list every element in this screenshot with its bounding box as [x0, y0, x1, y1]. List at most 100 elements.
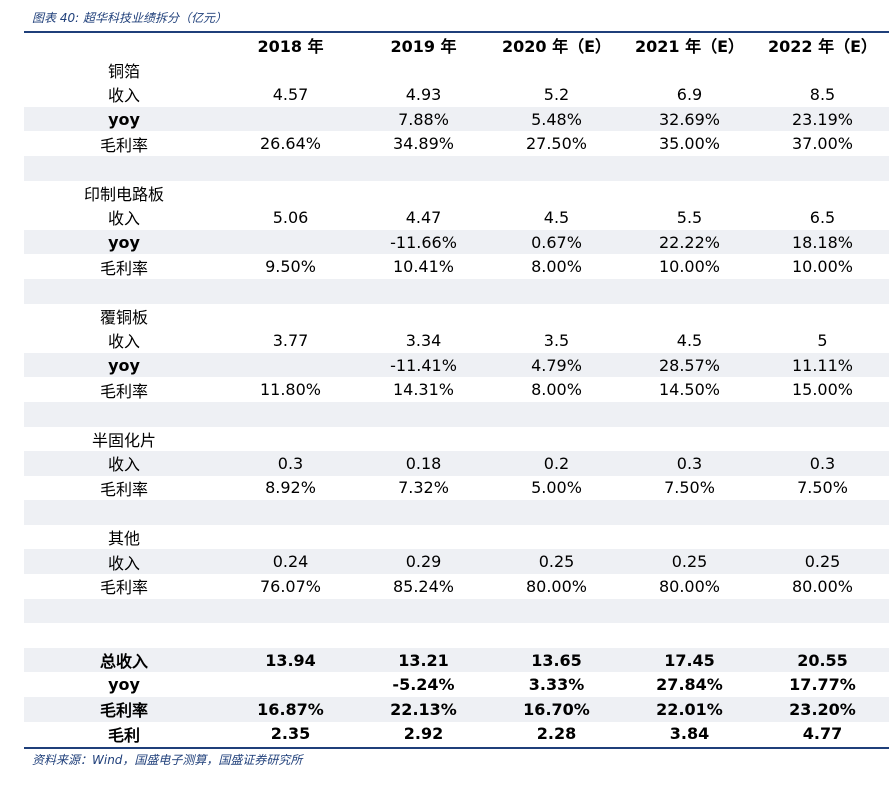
- table-cell: 10.00%: [658, 257, 720, 277]
- row-label: 收入: [107, 209, 140, 229]
- row-label: 毛利率: [99, 479, 148, 499]
- table-cell: 5.5: [676, 207, 703, 227]
- table-cell: 13.65: [531, 650, 582, 670]
- table-cell: 0.3: [277, 453, 304, 473]
- table-row: 收入 0.3 0.18 0.2 0.3 0.3: [24, 451, 889, 476]
- table-row: [24, 598, 889, 624]
- table-cell: 14.50%: [658, 380, 720, 400]
- row-label: 半固化片: [91, 430, 156, 450]
- table-cell: 80.00%: [791, 576, 853, 596]
- table-cell: 3.34: [405, 330, 442, 350]
- table-cell: 3.84: [669, 724, 710, 744]
- table-cell: 0.24: [272, 552, 309, 572]
- row-label: 收入: [107, 553, 140, 573]
- table-cell: 4.5: [543, 207, 570, 227]
- table-row: [24, 278, 889, 304]
- table-cell: 7.50%: [664, 478, 715, 498]
- row-label: yoy: [108, 232, 140, 252]
- table-cell: -5.24%: [392, 675, 455, 695]
- table-cell: 15.00%: [791, 380, 853, 400]
- table-row: 毛利率 8.92% 7.32% 5.00% 7.50% 7.50%: [24, 476, 889, 501]
- table-cell: 0.25: [671, 552, 708, 572]
- table-cell: 34.89%: [392, 134, 454, 154]
- table-cell: 2.92: [403, 724, 444, 744]
- table-row: 毛利 2.35 2.92 2.28 3.84 4.77: [24, 722, 889, 747]
- table-cell: 8.92%: [265, 478, 316, 498]
- table-cell: 16.87%: [257, 699, 324, 719]
- table-cell: -11.41%: [390, 355, 457, 375]
- table-cell: 85.24%: [392, 576, 454, 596]
- row-label: yoy: [108, 109, 140, 129]
- table-cell: 27.84%: [656, 675, 723, 695]
- row-label: 毛利: [107, 725, 140, 745]
- table-row: 覆铜板: [24, 304, 889, 329]
- table-row: 毛利率 11.80% 14.31% 8.00% 14.50% 15.00%: [24, 377, 889, 402]
- table-cell: 4.77: [802, 724, 843, 744]
- row-label: 其他: [107, 529, 140, 549]
- table-row: 半固化片: [24, 427, 889, 452]
- table-cell: 10.41%: [392, 257, 454, 277]
- table-row: 总收入 13.94 13.21 13.65 17.45 20.55: [24, 647, 889, 673]
- table-body: 铜箔 收入 4.57 4.93 5.2 6.9 8.5 yoy 7.88% 5.48% 32.69%…: [24, 58, 889, 747]
- table-cell: 28.57%: [658, 355, 720, 375]
- table-cell: 23.19%: [791, 109, 853, 129]
- table-cell: 22.01%: [656, 699, 723, 719]
- table-cell: 18.18%: [791, 232, 853, 252]
- top-rule: [24, 31, 889, 33]
- table-cell: 5: [817, 330, 828, 350]
- table-cell: 26.64%: [259, 134, 321, 154]
- row-label: 毛利率: [99, 258, 148, 278]
- row-label: 收入: [107, 455, 140, 475]
- table-cell: 4.93: [405, 84, 442, 104]
- table-cell: 4.57: [272, 84, 309, 104]
- table-row: 毛利率 76.07% 85.24% 80.00% 80.00% 80.00%: [24, 574, 889, 599]
- table-row: yoy 7.88% 5.48% 32.69% 23.19%: [24, 106, 889, 132]
- row-label: yoy: [108, 355, 140, 375]
- table-cell: 8.00%: [531, 257, 582, 277]
- table-cell: 22.13%: [390, 699, 457, 719]
- row-label: 印制电路板: [83, 184, 164, 204]
- table-cell: 2.28: [536, 724, 577, 744]
- table-row: 毛利率 16.87% 22.13% 16.70% 22.01% 23.20%: [24, 697, 889, 722]
- table-cell: 3.77: [272, 330, 309, 350]
- table-cell: 7.88%: [398, 109, 449, 129]
- table-header-row: 2018 年 2019 年 2020 年（E） 2021 年（E） 2022 年…: [24, 33, 889, 58]
- row-label: 收入: [107, 86, 140, 106]
- table-row: 收入 0.24 0.29 0.25 0.25 0.25: [24, 549, 889, 575]
- source-note: 资料来源：Wind，国盛电子测算，国盛证券研究所: [32, 753, 303, 767]
- row-label: 毛利率: [99, 381, 148, 401]
- table-row: yoy -5.24% 3.33% 27.84% 17.77%: [24, 672, 889, 697]
- table-row: yoy -11.41% 4.79% 28.57% 11.11%: [24, 352, 889, 378]
- table-cell: 80.00%: [525, 576, 587, 596]
- table-cell: 4.47: [405, 207, 442, 227]
- table-cell: 3.5: [543, 330, 570, 350]
- segment-table: 2018 年 2019 年 2020 年（E） 2021 年（E） 2022 年…: [24, 33, 889, 746]
- table-cell: 0.25: [804, 552, 841, 572]
- table-row: 毛利率 26.64% 34.89% 27.50% 35.00% 37.00%: [24, 131, 889, 156]
- table-cell: 7.50%: [797, 478, 848, 498]
- table-cell: 0.3: [676, 453, 703, 473]
- table-cell: 17.77%: [789, 675, 856, 695]
- table-cell: 2.35: [270, 724, 311, 744]
- table-cell: 11.11%: [791, 355, 853, 375]
- table-row: 收入 5.06 4.47 4.5 5.5 6.5: [24, 205, 889, 230]
- header-cell-2019: 2019 年: [390, 37, 457, 57]
- table-row: [24, 623, 889, 648]
- table-cell: 0.67%: [531, 232, 582, 252]
- table-cell: 76.07%: [259, 576, 321, 596]
- table-cell: 17.45: [664, 650, 715, 670]
- header-cell-2022e: 2022 年（E）: [767, 37, 878, 57]
- table-cell: 16.70%: [523, 699, 590, 719]
- table-row: [24, 155, 889, 181]
- header-cell-2018: 2018 年: [257, 37, 324, 57]
- table-cell: 23.20%: [789, 699, 856, 719]
- header-cell-2021e: 2021 年（E）: [634, 37, 745, 57]
- table-row: 印制电路板: [24, 181, 889, 206]
- table-row: 其他: [24, 525, 889, 550]
- row-label: 收入: [107, 332, 140, 352]
- table-row: 毛利率 9.50% 10.41% 8.00% 10.00% 10.00%: [24, 254, 889, 279]
- table-cell: 3.33%: [528, 675, 585, 695]
- table-cell: 5.00%: [531, 478, 582, 498]
- row-label: 毛利率: [99, 701, 148, 721]
- row-label: 毛利率: [99, 135, 148, 155]
